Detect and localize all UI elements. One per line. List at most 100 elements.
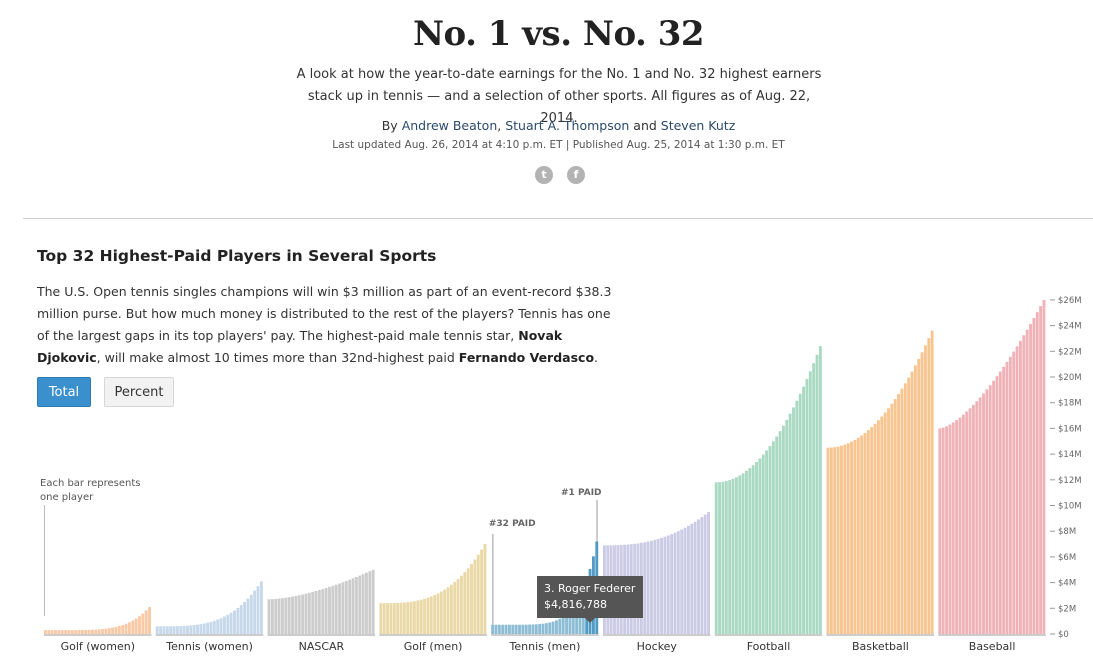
bar — [903, 383, 907, 634]
bar — [1012, 351, 1016, 634]
bar — [111, 627, 115, 634]
bar — [483, 544, 487, 634]
bar — [910, 371, 914, 634]
total-button[interactable]: Total — [37, 377, 91, 407]
bar — [988, 385, 992, 634]
bar — [267, 599, 271, 634]
bar — [534, 624, 538, 634]
bar — [131, 620, 135, 634]
bar — [101, 629, 104, 634]
bar — [808, 371, 812, 634]
bar — [697, 519, 700, 634]
bar — [792, 407, 795, 634]
facebook-icon[interactable]: f — [567, 166, 585, 184]
bar — [968, 408, 972, 634]
bar — [511, 624, 515, 634]
bar — [703, 514, 707, 634]
bar — [341, 582, 345, 634]
category-label: Golf (men) — [404, 640, 463, 653]
bar — [439, 591, 443, 634]
bar — [992, 380, 996, 634]
bar — [186, 625, 189, 634]
bar — [551, 621, 555, 634]
bar — [460, 575, 463, 634]
bar — [491, 624, 495, 634]
bar — [995, 376, 999, 634]
y-tick-label: $20M — [1058, 373, 1082, 383]
bar — [368, 571, 372, 634]
bar — [274, 598, 278, 634]
category-label: Basketball — [852, 640, 909, 653]
bar — [334, 584, 338, 634]
bar — [354, 577, 358, 634]
bar — [371, 569, 375, 634]
bar — [775, 436, 779, 634]
bar — [528, 624, 532, 634]
desc-bold: Fernando Verdasco — [458, 350, 595, 365]
bar — [121, 624, 125, 634]
bar — [802, 386, 805, 634]
bar — [314, 591, 318, 634]
bar — [768, 446, 772, 634]
y-tick-label: $26M — [1058, 296, 1082, 306]
bar — [284, 597, 288, 634]
tooltip-name: 3. Roger Federer — [544, 582, 636, 595]
bar — [840, 445, 843, 634]
bar — [941, 427, 945, 634]
bar — [778, 431, 782, 634]
author-sep: , — [497, 118, 506, 133]
percent-button[interactable]: Percent — [104, 377, 174, 407]
bar — [650, 540, 653, 634]
bar — [159, 626, 163, 634]
bar — [138, 616, 141, 634]
bar — [707, 511, 710, 635]
desc-text: The U.S. Open tennis singles champions w… — [37, 284, 612, 343]
bar — [897, 394, 901, 634]
bar — [256, 586, 260, 634]
twitter-icon[interactable]: t — [535, 166, 553, 184]
bar — [399, 602, 403, 634]
bar — [77, 630, 81, 634]
bar — [508, 624, 511, 634]
bar — [758, 458, 762, 634]
author-and: and — [629, 118, 661, 133]
annotation-1-paid: #1 PAID — [561, 488, 602, 498]
bar — [84, 629, 88, 634]
tooltip-value: $4,816,788 — [544, 598, 607, 611]
bar — [518, 624, 521, 634]
bar — [900, 388, 904, 634]
bar — [890, 403, 894, 634]
bar — [558, 618, 562, 634]
bar — [165, 626, 169, 634]
bar — [446, 587, 450, 634]
author-link[interactable]: Stuart A. Thompson — [505, 118, 630, 133]
bar — [883, 412, 887, 634]
bar — [998, 371, 1002, 634]
category-label: Tennis (men) — [509, 640, 581, 653]
bar — [961, 414, 965, 634]
bar — [975, 401, 979, 634]
bar — [249, 594, 253, 634]
bar — [741, 473, 745, 634]
divider — [23, 218, 1093, 219]
category-label: Baseball — [969, 640, 1016, 653]
bar — [656, 538, 660, 634]
bar — [945, 426, 948, 634]
bar — [1005, 361, 1009, 634]
bar — [643, 542, 647, 634]
bar — [236, 607, 240, 634]
bar — [449, 584, 453, 634]
author-link[interactable]: Andrew Beaton — [401, 118, 498, 133]
author-link[interactable]: Steven Kutz — [660, 118, 736, 133]
bar — [304, 593, 308, 634]
bar — [514, 624, 518, 634]
desc-text: , will make almost 10 times more than 32… — [96, 350, 459, 365]
bar — [114, 626, 118, 634]
bar — [338, 583, 342, 634]
bar — [856, 437, 860, 634]
bar — [927, 338, 931, 634]
bar — [531, 624, 535, 634]
bar — [301, 594, 305, 634]
bar — [565, 614, 568, 634]
bar — [67, 630, 71, 634]
